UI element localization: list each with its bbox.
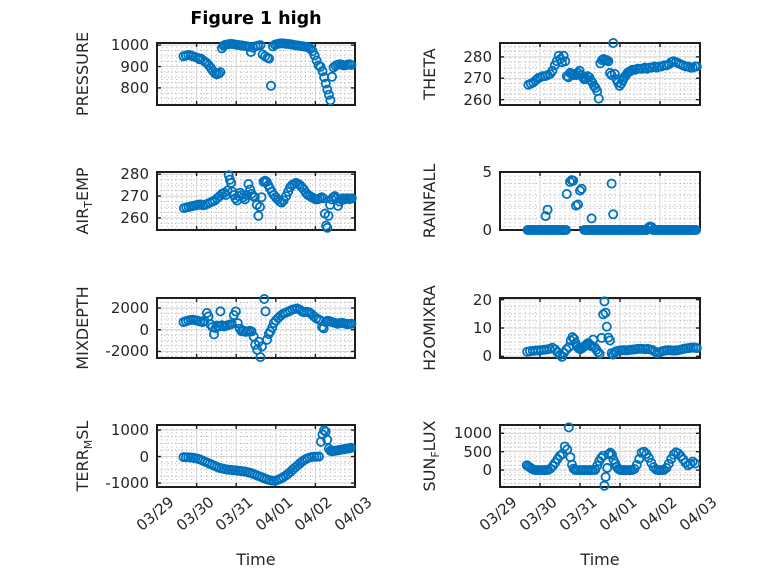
pressure-plot-area xyxy=(156,38,357,106)
pressure-ytick-label: 800 xyxy=(120,78,149,97)
sun-flux-xtick-label: 03/31 xyxy=(555,493,601,535)
air-temp-ylabel: AIRTEMP xyxy=(73,167,95,234)
sun-flux-xtick-label: 03/30 xyxy=(515,493,561,535)
theta-ytick-label: 280 xyxy=(463,47,492,66)
pressure-ylabel: PRESSURE xyxy=(73,32,95,116)
figure-title: Figure 1 high xyxy=(190,9,322,29)
h2omixra-ylabel: H2OMIXRA xyxy=(420,285,442,371)
sun-flux-xtick-label: 04/03 xyxy=(675,493,721,535)
mixdepth-ytick-label: 0 xyxy=(139,320,149,339)
theta-ytick-label: 260 xyxy=(463,90,492,109)
terr-msl-xtick-label: 03/31 xyxy=(212,493,257,535)
ylabel-subscript: F xyxy=(428,451,442,458)
sun-flux-plot-area xyxy=(499,422,701,491)
h2omixra-plot-area xyxy=(499,296,702,362)
terr-msl-xtick-label: 03/29 xyxy=(132,493,178,535)
air-temp-ytick-label: 270 xyxy=(120,187,149,206)
ylabel-text: THETA xyxy=(420,48,440,100)
terr-msl-xtick-label: 03/30 xyxy=(172,493,218,535)
rainfall-ylabel: RAINFALL xyxy=(420,164,442,239)
terr-msl-xtick-label: 04/02 xyxy=(291,493,336,535)
h2omixra-ytick-label: 10 xyxy=(472,319,492,337)
ylabel-text: H2OMIXRA xyxy=(420,285,440,371)
pressure-ytick-label: 1000 xyxy=(110,36,149,55)
time-axis-label-left: Time xyxy=(236,550,276,569)
mixdepth-plot-area xyxy=(156,294,357,363)
sun-flux-ytick-label: 500 xyxy=(463,442,492,461)
sun-flux-xtick-label: 04/02 xyxy=(635,493,681,535)
terr-msl-ytick-label: -1000 xyxy=(105,474,149,493)
ylabel-text: AIR xyxy=(73,207,93,235)
sun-flux-ylabel: SUNFLUX xyxy=(420,421,442,492)
air-temp-ytick-label: 280 xyxy=(120,165,149,184)
ylabel-text: TERR xyxy=(73,449,93,492)
h2omixra-ytick-label: 0 xyxy=(482,347,492,366)
time-axis-label-right: Time xyxy=(580,550,620,569)
theta-plot-area xyxy=(499,38,702,106)
pressure-ytick-label: 900 xyxy=(120,57,149,76)
ylabel-text: RAINFALL xyxy=(420,163,440,239)
ylabel-text: EMP xyxy=(73,167,93,202)
ylabel-subscript: M xyxy=(81,439,95,450)
mixdepth-ylabel: MIXDEPTH xyxy=(73,286,95,369)
mixdepth-ytick-label: -2000 xyxy=(105,342,149,361)
rainfall-ytick-label: 0 xyxy=(482,221,492,239)
ylabel-text: SL xyxy=(73,420,93,440)
ylabel-text: SUN xyxy=(420,457,440,492)
sun-flux-ytick-label: 1000 xyxy=(453,424,492,443)
theta-ytick-label: 270 xyxy=(463,69,492,88)
ylabel-text: LUX xyxy=(420,420,440,452)
sun-flux-ytick-label: 0 xyxy=(482,461,492,480)
terr-msl-xtick-label: 04/03 xyxy=(330,493,376,535)
rainfall-plot-area xyxy=(499,171,701,236)
terr-msl-plot-area xyxy=(156,424,356,488)
ylabel-text: PRESSURE xyxy=(73,31,93,117)
theta-ylabel: THETA xyxy=(420,48,442,99)
mixdepth-ytick-label: 2000 xyxy=(110,299,149,317)
sun-flux-xtick-label: 04/01 xyxy=(595,493,641,535)
ylabel-subscript: T xyxy=(81,201,95,208)
air-temp-plot-area xyxy=(156,170,357,233)
h2omixra-ytick-label: 20 xyxy=(472,290,492,309)
terr-msl-ytick-label: 0 xyxy=(139,447,149,466)
air-temp-ytick-label: 260 xyxy=(120,208,149,227)
rainfall-ytick-label: 5 xyxy=(482,163,492,181)
ylabel-text: MIXDEPTH xyxy=(73,286,93,370)
terr-msl-xtick-label: 04/01 xyxy=(251,493,297,535)
sun-flux-xtick-label: 03/29 xyxy=(475,493,521,535)
terr-msl-ylabel: TERRMSL xyxy=(73,421,95,492)
terr-msl-ytick-label: 1000 xyxy=(110,421,149,440)
